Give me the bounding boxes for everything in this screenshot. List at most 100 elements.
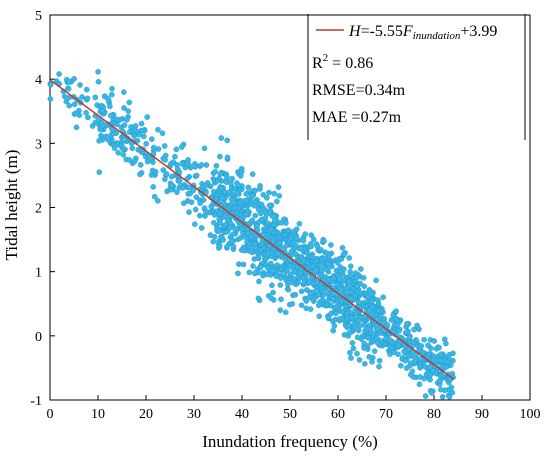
data-point [380, 294, 386, 301]
eq-middle: =-5.55 [361, 23, 403, 40]
data-point [107, 103, 113, 110]
data-point [65, 86, 72, 92]
data-point [436, 377, 443, 384]
data-point [449, 389, 456, 396]
data-point [330, 327, 337, 334]
data-point [395, 342, 401, 349]
data-point [354, 326, 361, 332]
data-point [349, 340, 356, 346]
data-point [235, 182, 242, 188]
data-point [264, 220, 271, 226]
x-tick-label: 80 [427, 407, 441, 422]
data-point [302, 231, 309, 237]
x-tick-label: 100 [520, 407, 541, 422]
data-point [428, 390, 435, 396]
data-point [138, 120, 145, 127]
data-point [66, 79, 72, 85]
data-point [346, 255, 353, 261]
legend-rmse: RMSE=0.34m [312, 82, 406, 99]
x-tick-label: 90 [475, 407, 489, 422]
legend-equation: H=-5.55Finundation+3.99 [348, 23, 497, 42]
data-point [401, 349, 408, 356]
data-point [300, 237, 307, 244]
data-point [231, 186, 238, 192]
data-point [348, 295, 355, 302]
data-point [83, 109, 89, 116]
data-point [121, 89, 127, 95]
data-point [293, 235, 300, 242]
data-point [140, 133, 147, 140]
data-point [417, 363, 423, 370]
data-point [292, 291, 299, 298]
data-point [284, 267, 291, 274]
data-point [127, 128, 133, 135]
data-point [169, 182, 176, 189]
y-tick-label: 3 [35, 137, 42, 152]
data-point [228, 238, 235, 244]
data-point [252, 187, 258, 194]
data-point [160, 167, 167, 173]
data-point [298, 302, 305, 309]
data-point [276, 192, 283, 199]
data-point [159, 130, 166, 136]
data-point [404, 320, 410, 327]
data-point [186, 184, 192, 191]
data-point [430, 356, 436, 363]
data-point [269, 282, 275, 289]
data-point [298, 288, 305, 295]
data-point [319, 288, 326, 295]
data-point [198, 225, 205, 231]
data-point [430, 368, 436, 374]
data-point [255, 255, 262, 261]
data-point [217, 153, 223, 160]
data-point [143, 140, 149, 147]
data-point [347, 263, 354, 270]
data-point [292, 268, 298, 275]
data-point [348, 355, 354, 361]
data-point [441, 336, 448, 343]
data-point [224, 154, 231, 161]
data-point [84, 86, 90, 93]
data-point [217, 171, 224, 177]
data-point [324, 250, 330, 256]
data-point [271, 218, 278, 224]
data-point [210, 188, 217, 195]
data-point [364, 325, 371, 332]
data-point [196, 212, 203, 219]
data-point [248, 233, 255, 240]
data-point [236, 199, 243, 206]
data-point [348, 288, 354, 295]
data-point [214, 178, 221, 184]
data-point [431, 338, 438, 344]
data-point [304, 249, 310, 256]
data-point [245, 184, 252, 191]
y-tick-label: 5 [35, 9, 42, 24]
data-point [376, 357, 383, 364]
x-tick-label: 30 [187, 407, 201, 422]
data-point [222, 212, 229, 219]
data-point [179, 185, 186, 191]
data-point [207, 183, 214, 190]
data-point [147, 155, 153, 162]
data-point [270, 237, 277, 244]
data-point [410, 339, 417, 346]
data-point [354, 350, 360, 357]
data-point [321, 238, 327, 244]
data-point [404, 329, 411, 335]
data-point [382, 335, 389, 342]
data-point [228, 201, 235, 207]
data-point [267, 209, 273, 215]
data-point [270, 267, 277, 274]
data-point [243, 211, 249, 218]
data-point [290, 276, 297, 282]
data-point [436, 344, 442, 351]
x-tick-label: 20 [139, 407, 153, 422]
y-tick-label: 2 [35, 202, 42, 217]
data-point [446, 393, 453, 400]
fit-line [49, 79, 454, 380]
data-point [137, 171, 143, 178]
data-point [368, 290, 374, 297]
data-point [390, 349, 397, 356]
x-tick-label: 70 [379, 407, 393, 422]
data-point [405, 352, 412, 359]
